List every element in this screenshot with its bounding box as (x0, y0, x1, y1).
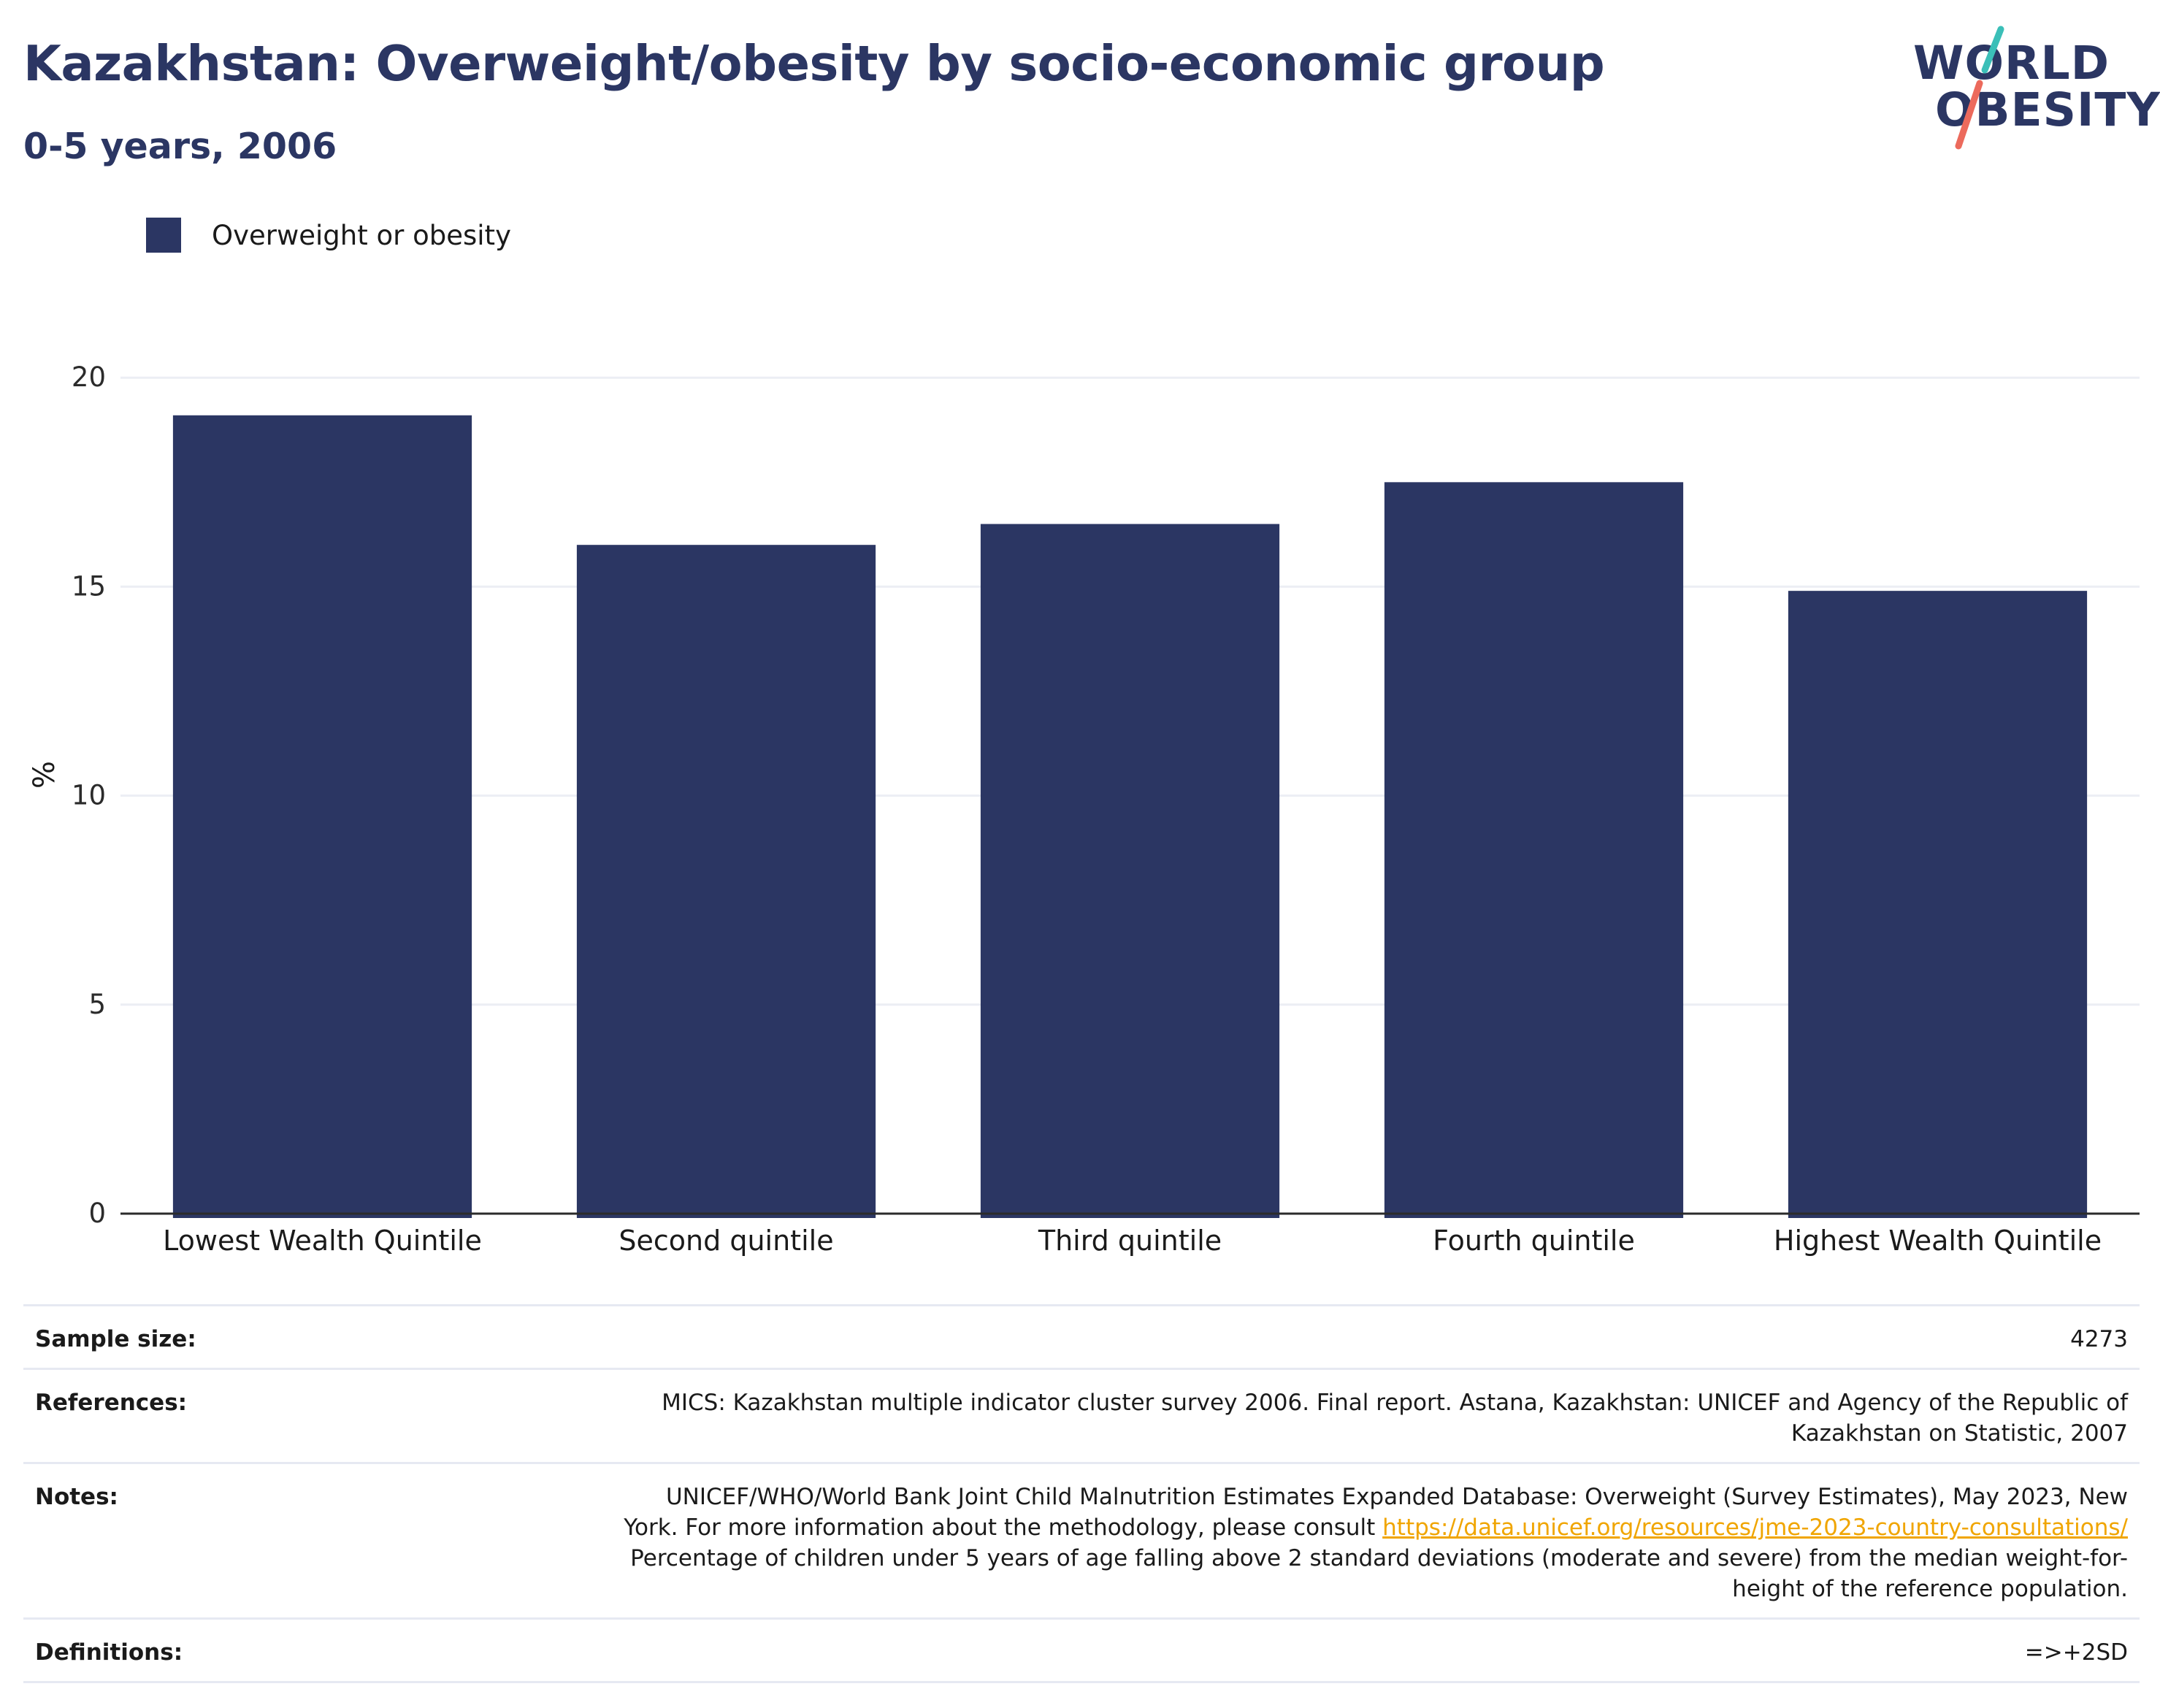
bar (1384, 482, 1684, 1218)
y-tick-label: 5 (88, 989, 106, 1020)
y-tick-label: 0 (88, 1198, 106, 1229)
logo-line-1: WORLD (1913, 37, 2110, 90)
sample-size-row: Sample size: 4273 (23, 1304, 2140, 1368)
y-axis-label: % (28, 761, 61, 789)
definitions-value: =>+2SD (2024, 1639, 2128, 1666)
logo-slash-icon (1955, 26, 2004, 150)
notes-link[interactable]: https://data.unicef.org/resources/jme-20… (1382, 1514, 2128, 1541)
notes-value: UNICEF/WHO/World Bank Joint Child Malnut… (624, 1482, 2128, 1604)
references-label: References: (35, 1390, 188, 1416)
chart-subtitle: 0-5 years, 2006 (23, 126, 337, 167)
y-tick-label: 10 (72, 780, 106, 811)
bar (576, 545, 876, 1218)
references-value: MICS: Kazakhstan multiple indicator clus… (662, 1390, 2128, 1447)
sample-size-value: 4273 (2070, 1326, 2128, 1352)
notes-row: Notes: UNICEF/WHO/World Bank Joint Child… (23, 1462, 2140, 1617)
x-tick-label: Fourth quintile (1433, 1225, 1635, 1256)
world-obesity-logo: WORLD OBESITY (1906, 22, 2160, 153)
x-tick-label: Third quintile (1038, 1225, 1222, 1256)
legend-swatch (146, 218, 181, 253)
x-tick-label: Lowest Wealth Quintile (163, 1225, 482, 1256)
x-tick-label: Second quintile (618, 1225, 833, 1256)
bar (980, 524, 1280, 1218)
bar (172, 415, 472, 1218)
chart-legend: Overweight or obesity (146, 217, 511, 253)
sample-size-label: Sample size: (35, 1326, 196, 1352)
notes-text-continued: Percentage of children under 5 years of … (630, 1545, 2128, 1602)
notes-text: UNICEF/WHO/World Bank Joint Child Malnut… (624, 1484, 2128, 1541)
definitions-row: Definitions: =>+2SD (23, 1617, 2140, 1683)
references-row: References: MICS: Kazakhstan multiple in… (23, 1368, 2140, 1462)
bar-chart: 0 5 10 15 20% Lowest Wealth Quintile Second qu… (28, 361, 2140, 1256)
notes-label: Notes: (35, 1484, 118, 1510)
definitions-label: Definitions: (35, 1639, 183, 1666)
legend-label: Overweight or obesity (212, 219, 511, 251)
x-tick-label: Highest Wealth Quintile (1774, 1225, 2102, 1256)
metadata-table: Sample size: 4273 References: MICS: Kaza… (23, 1304, 2140, 1683)
bar (1788, 591, 2088, 1218)
y-tick-label: 15 (72, 570, 106, 602)
y-tick-label: 20 (72, 361, 106, 393)
chart-title: Kazakhstan: Overweight/obesity by socio-… (23, 35, 1605, 92)
